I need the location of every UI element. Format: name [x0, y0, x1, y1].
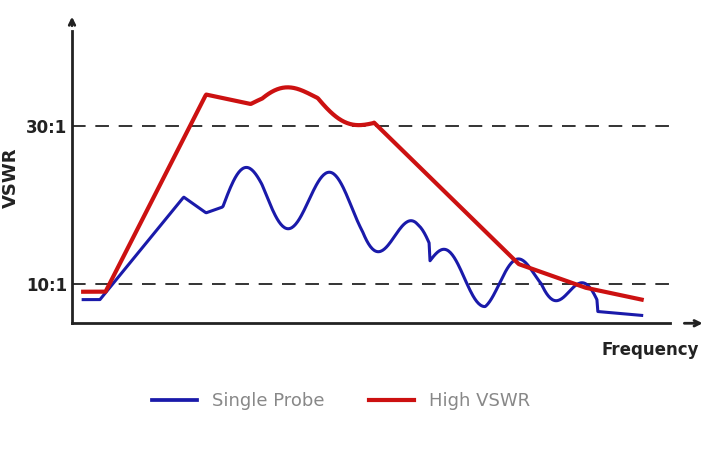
Legend: Single Probe, High VSWR: Single Probe, High VSWR — [145, 385, 537, 417]
Y-axis label: VSWR: VSWR — [2, 147, 20, 207]
Text: Frequency: Frequency — [602, 341, 700, 359]
